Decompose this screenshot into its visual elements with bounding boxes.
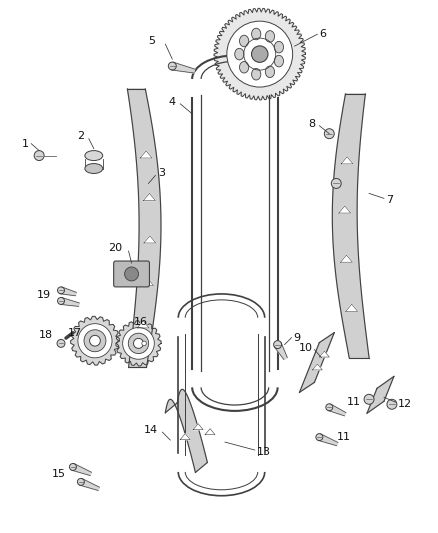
- Text: 19: 19: [37, 289, 51, 300]
- Polygon shape: [80, 479, 99, 490]
- Circle shape: [316, 434, 323, 441]
- Circle shape: [78, 324, 112, 358]
- Ellipse shape: [251, 28, 261, 40]
- Ellipse shape: [274, 42, 283, 53]
- Circle shape: [90, 335, 100, 346]
- Text: 12: 12: [398, 399, 412, 409]
- Polygon shape: [137, 321, 149, 328]
- Polygon shape: [144, 193, 155, 200]
- Ellipse shape: [240, 61, 249, 73]
- Ellipse shape: [240, 35, 249, 47]
- Circle shape: [57, 287, 64, 294]
- Polygon shape: [332, 94, 369, 358]
- Text: 14: 14: [144, 425, 159, 435]
- Polygon shape: [300, 333, 334, 392]
- Polygon shape: [340, 255, 353, 262]
- Text: 9: 9: [293, 333, 300, 343]
- Ellipse shape: [274, 55, 283, 67]
- Text: 1: 1: [22, 139, 29, 149]
- Circle shape: [84, 330, 106, 352]
- Polygon shape: [116, 321, 161, 366]
- Circle shape: [168, 62, 176, 70]
- Polygon shape: [214, 9, 305, 100]
- Polygon shape: [312, 364, 322, 370]
- Ellipse shape: [85, 151, 103, 160]
- Circle shape: [78, 479, 85, 486]
- Polygon shape: [60, 297, 79, 306]
- Text: 18: 18: [39, 330, 53, 341]
- Ellipse shape: [235, 49, 244, 60]
- Polygon shape: [367, 376, 394, 413]
- Text: 13: 13: [257, 447, 271, 457]
- Polygon shape: [171, 62, 194, 73]
- Polygon shape: [60, 287, 76, 296]
- Polygon shape: [71, 316, 119, 365]
- Text: 17: 17: [68, 328, 82, 338]
- Polygon shape: [205, 429, 215, 434]
- Circle shape: [227, 21, 293, 87]
- Text: 7: 7: [386, 196, 393, 205]
- Circle shape: [251, 46, 268, 62]
- Circle shape: [331, 179, 341, 188]
- FancyBboxPatch shape: [114, 261, 149, 287]
- Polygon shape: [341, 157, 353, 164]
- Polygon shape: [165, 390, 207, 472]
- Polygon shape: [318, 434, 338, 446]
- Polygon shape: [346, 304, 358, 311]
- Text: 16: 16: [134, 317, 148, 327]
- Circle shape: [123, 327, 154, 359]
- Text: 10: 10: [298, 343, 312, 352]
- Polygon shape: [274, 343, 287, 359]
- Polygon shape: [339, 206, 351, 213]
- Circle shape: [364, 394, 374, 404]
- Text: 3: 3: [159, 168, 166, 179]
- Polygon shape: [127, 89, 161, 367]
- Text: 6: 6: [319, 29, 326, 39]
- Polygon shape: [319, 351, 329, 357]
- Text: 20: 20: [109, 243, 123, 253]
- Polygon shape: [140, 151, 152, 158]
- Text: 5: 5: [148, 36, 155, 46]
- Circle shape: [57, 297, 64, 304]
- Polygon shape: [141, 278, 154, 286]
- Polygon shape: [180, 434, 190, 440]
- Circle shape: [128, 333, 148, 353]
- Circle shape: [274, 341, 282, 349]
- Ellipse shape: [265, 66, 275, 78]
- Ellipse shape: [265, 31, 275, 42]
- Circle shape: [326, 404, 333, 411]
- Text: 4: 4: [168, 97, 175, 107]
- Ellipse shape: [85, 164, 103, 173]
- Circle shape: [387, 399, 397, 409]
- Circle shape: [142, 341, 146, 345]
- Polygon shape: [72, 464, 92, 475]
- Text: 15: 15: [52, 469, 66, 479]
- Circle shape: [324, 129, 334, 139]
- Circle shape: [134, 338, 144, 349]
- Text: 11: 11: [337, 432, 351, 442]
- Text: 2: 2: [77, 131, 84, 141]
- Ellipse shape: [251, 68, 261, 80]
- Circle shape: [124, 267, 138, 281]
- Circle shape: [70, 464, 76, 471]
- Polygon shape: [328, 404, 346, 416]
- Text: 8: 8: [308, 119, 315, 129]
- Polygon shape: [193, 424, 203, 430]
- Circle shape: [34, 151, 44, 160]
- Polygon shape: [144, 236, 156, 243]
- Circle shape: [57, 340, 65, 348]
- Text: 11: 11: [347, 397, 361, 407]
